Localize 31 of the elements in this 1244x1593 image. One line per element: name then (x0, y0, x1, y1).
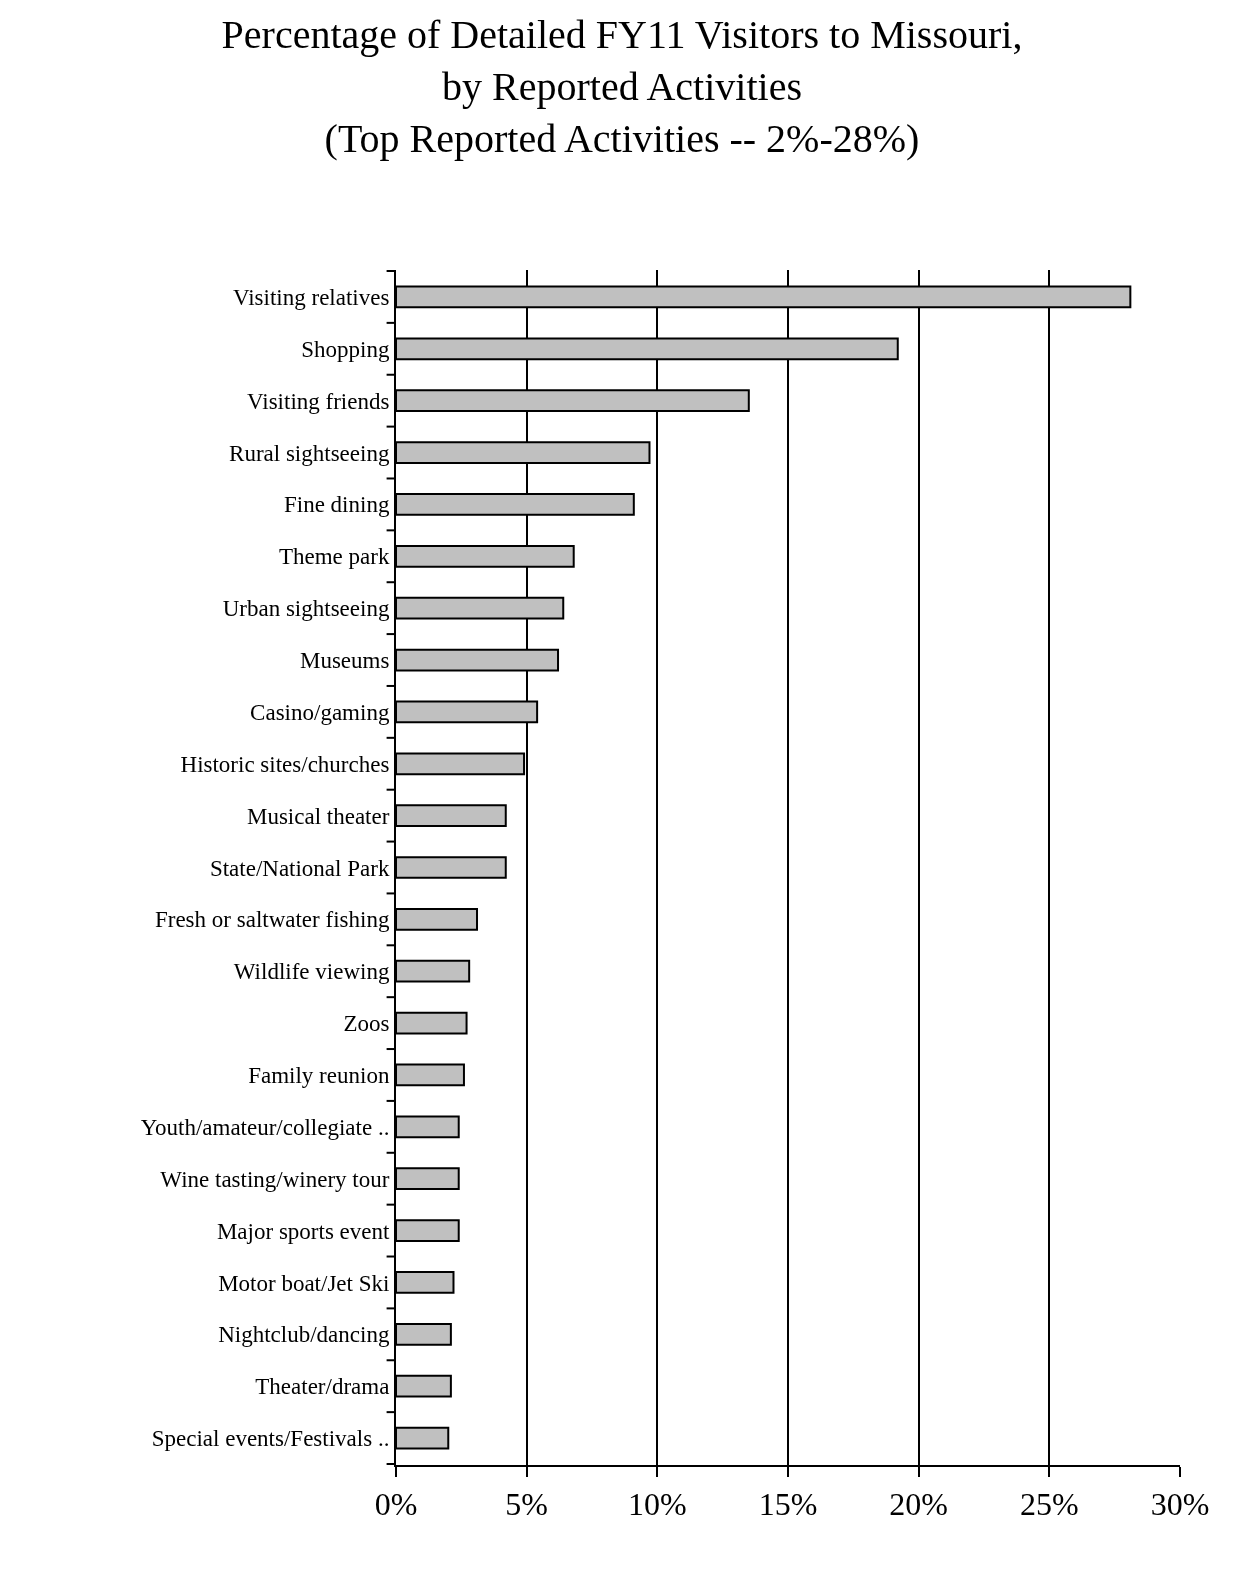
y-tick-label: Visiting relatives (232, 284, 390, 310)
y-tick-label: Musical theater (246, 803, 390, 829)
y-tick-label: Fine dining (283, 492, 390, 518)
y-tick-label: Major sports event (216, 1218, 391, 1244)
y-tick-label: Fresh or saltwater fishing (154, 907, 390, 933)
y-tick-label: Theater/drama (255, 1374, 390, 1400)
y-tick-label: Motor boat/Jet Ski (218, 1270, 390, 1296)
y-tick-label: Nightclub/dancing (218, 1322, 390, 1348)
x-tick-label: 10% (628, 1486, 687, 1523)
y-tick-label: Shopping (301, 336, 390, 362)
x-tick-label: 0% (374, 1486, 418, 1523)
x-tick-label: 25% (1020, 1486, 1079, 1523)
y-tick-label: Wine tasting/winery tour (160, 1166, 390, 1192)
y-tick-label: Family reunion (248, 1063, 390, 1089)
y-tick-label: Historic sites/churches (180, 751, 390, 777)
x-tick-label: 30% (1150, 1486, 1210, 1523)
y-tick-label: Zoos (343, 1011, 390, 1037)
y-tick-label: Visiting friends (247, 388, 390, 414)
chart-title: Percentage of Detailed FY11 Visitors to Missouri, by Reported Activities (Top Reported Activities -- 2%-28%) (221, 11, 1023, 161)
y-tick-label: Casino/gaming (250, 699, 390, 725)
y-tick-label: Museums (299, 648, 390, 674)
x-tick-label: 15% (758, 1486, 818, 1523)
y-tick-label: Rural sightseeing (229, 440, 390, 466)
x-tick-label: 20% (889, 1486, 948, 1523)
y-tick-label: State/National Park (209, 855, 390, 881)
y-tick-label: Youth/amateur/collegiate .. (140, 1114, 390, 1140)
y-tick-label: Wildlife viewing (233, 959, 390, 985)
y-tick-label: Theme park (278, 544, 390, 570)
y-tick-label: Urban sightseeing (222, 596, 390, 622)
x-tick-label: 5% (505, 1486, 548, 1523)
y-tick-label: Special events/Festivals .. (151, 1426, 390, 1452)
